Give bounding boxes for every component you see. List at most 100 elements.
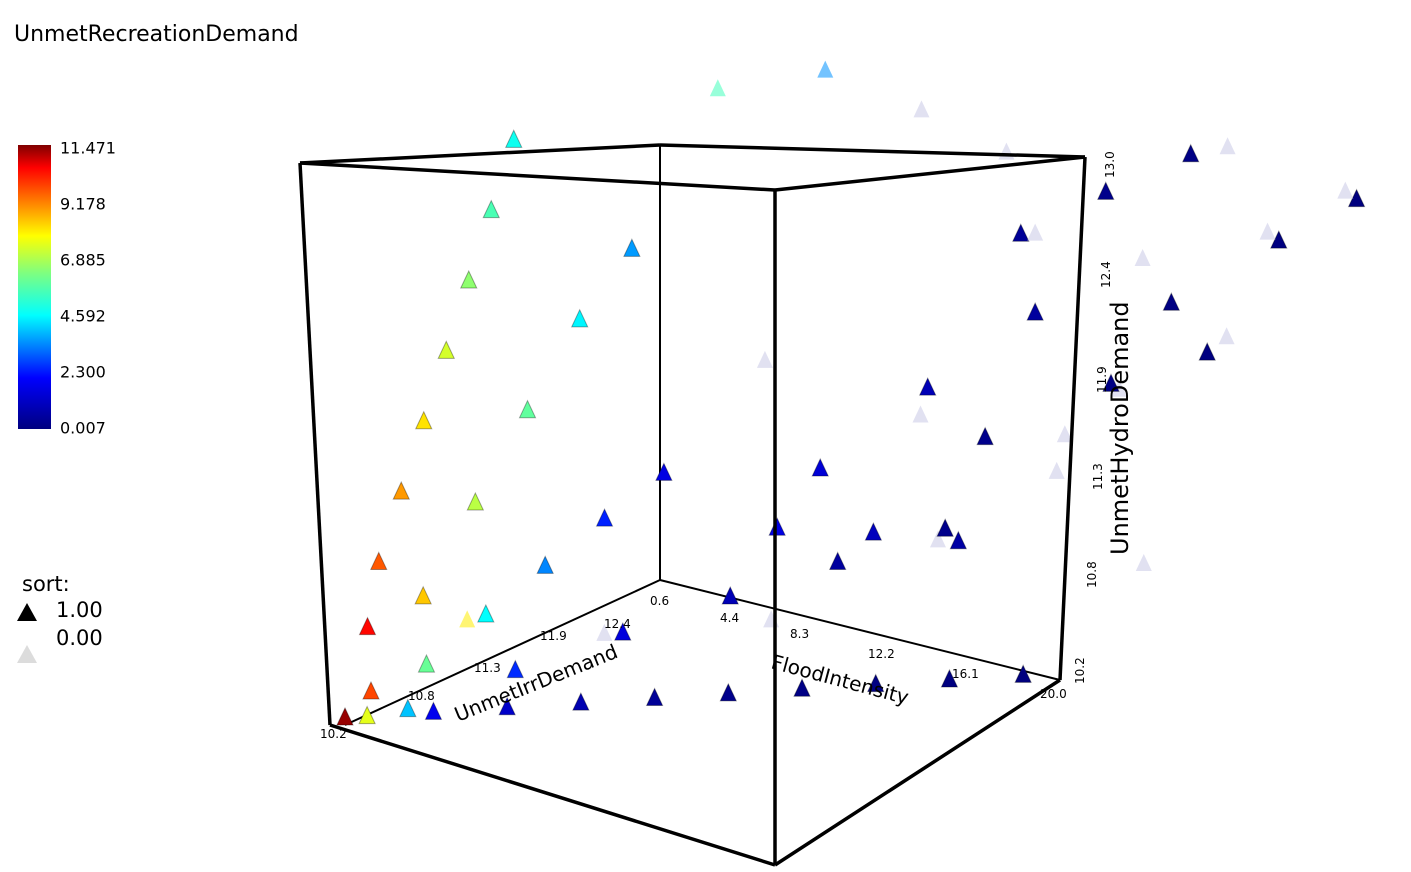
- data-point-marker: [1134, 248, 1151, 266]
- data-point-marker: [817, 60, 834, 78]
- data-point-marker: [1270, 229, 1288, 249]
- box-edge: [659, 579, 1061, 681]
- data-point-marker: [399, 698, 417, 718]
- data-point-marker: [623, 238, 641, 257]
- axis-ticks: 10.2 10.8 11.3 11.9 12.4 0.6 4.4 8.3 12.…: [320, 151, 1117, 741]
- data-point-marker: [940, 668, 959, 688]
- data-point-marker: [466, 491, 485, 511]
- data-point-marker: [424, 701, 443, 720]
- legend-entry: 0.00: [16, 626, 136, 663]
- box-edge: [659, 143, 1086, 159]
- data-point-marker: [1014, 664, 1032, 683]
- data-point-marker: [1162, 292, 1181, 311]
- colorbar: [18, 145, 51, 429]
- data-point-marker: [1337, 181, 1354, 199]
- data-point-marker: [518, 399, 537, 419]
- data-point-marker: [482, 199, 501, 219]
- colorbar-tick-label: 2.300: [60, 362, 106, 382]
- data-point-marker: [828, 551, 847, 570]
- data-point-marker: [1218, 327, 1235, 345]
- data-point-marker: [913, 100, 930, 118]
- data-point-marker: [459, 610, 476, 628]
- box-edge: [774, 678, 1061, 867]
- data-point-marker: [936, 518, 954, 537]
- data-point-marker: [1012, 223, 1030, 242]
- data-point-marker: [595, 508, 614, 527]
- box-edge: [298, 162, 332, 726]
- data-point-marker: [768, 517, 786, 536]
- data-point-marker: [1102, 373, 1120, 392]
- legend-entry-label: 0.00: [56, 626, 103, 650]
- data-point-marker: [1198, 341, 1217, 361]
- data-point-marker: [864, 521, 883, 541]
- y-axis-label: UnmetIrrDemand: [451, 639, 621, 726]
- data-point-marker: [504, 129, 523, 148]
- data-point-marker: [336, 706, 354, 726]
- data-point-marker: [918, 376, 937, 396]
- data-point-marker: [358, 616, 377, 636]
- box-edge: [344, 579, 661, 726]
- data-point-marker: [811, 457, 830, 477]
- box-edge: [774, 155, 1086, 192]
- chart-title: UnmetRecreationDemand: [14, 22, 299, 47]
- data-point-marker: [1026, 301, 1044, 321]
- box-edge: [329, 723, 776, 867]
- data-point-marker: [392, 480, 411, 500]
- data-point-marker: [655, 462, 673, 481]
- data-point-marker: [1096, 181, 1115, 200]
- z-tick-label: 13.0: [1103, 151, 1117, 178]
- data-point-marker: [459, 269, 478, 289]
- data-point-marker: [1056, 425, 1073, 443]
- x-tick-label: 16.1: [952, 667, 979, 681]
- data-point-marker: [1027, 223, 1044, 241]
- data-point-marker: [1048, 461, 1065, 479]
- z-axis-label: UnmetHydroDemand: [1106, 301, 1134, 555]
- data-point-marker: [506, 659, 525, 679]
- data-point-marker: [369, 551, 388, 570]
- data-point-marker: [976, 426, 994, 446]
- x-tick-label: 12.2: [868, 647, 895, 661]
- data-point-marker: [536, 555, 554, 574]
- scatter-marks: [336, 60, 1366, 726]
- colorbar-tick-label: 4.592: [60, 306, 106, 326]
- data-point-marker: [362, 680, 380, 700]
- z-tick-label: 11.9: [1095, 366, 1109, 393]
- data-point-marker: [709, 79, 726, 97]
- data-point-marker: [645, 687, 664, 707]
- data-point-marker: [596, 623, 613, 641]
- triangle-marker-icon: [17, 603, 37, 621]
- colorbar-tick-label: 6.885: [60, 250, 106, 270]
- y-tick-label: 11.3: [474, 661, 501, 675]
- data-point-marker: [414, 410, 433, 430]
- z-tick-label: 12.4: [1099, 261, 1113, 288]
- x-tick-label: 0.6: [650, 594, 669, 608]
- data-point-marker: [721, 585, 740, 605]
- triangle-marker-icon: [17, 645, 37, 663]
- box-edge: [299, 143, 661, 165]
- data-point-marker: [793, 678, 811, 697]
- data-point-marker: [437, 340, 456, 359]
- x-tick-label: 4.4: [720, 611, 739, 625]
- data-point-marker: [1111, 379, 1128, 397]
- data-point-marker: [1135, 553, 1152, 571]
- box-edge: [299, 161, 776, 192]
- data-point-marker: [613, 621, 632, 641]
- z-tick-label: 10.8: [1085, 561, 1099, 588]
- z-tick-label: 10.2: [1073, 657, 1087, 684]
- legend-entry-label: 1.00: [56, 598, 103, 622]
- box-frame-front: [298, 143, 1087, 867]
- colorbar-tick-label: 9.178: [60, 194, 106, 214]
- y-tick-label: 11.9: [540, 629, 567, 643]
- data-point-marker: [477, 603, 495, 623]
- data-point-marker: [719, 682, 738, 702]
- box-edge: [1058, 156, 1087, 681]
- data-point-marker: [570, 308, 589, 328]
- data-point-marker: [1219, 137, 1236, 155]
- y-tick-label: 12.4: [604, 617, 631, 631]
- data-point-marker: [498, 696, 516, 716]
- data-point-marker: [1259, 222, 1276, 240]
- data-point-marker: [949, 530, 968, 550]
- x-tick-label: 20.0: [1040, 687, 1067, 701]
- data-point-marker: [417, 653, 436, 673]
